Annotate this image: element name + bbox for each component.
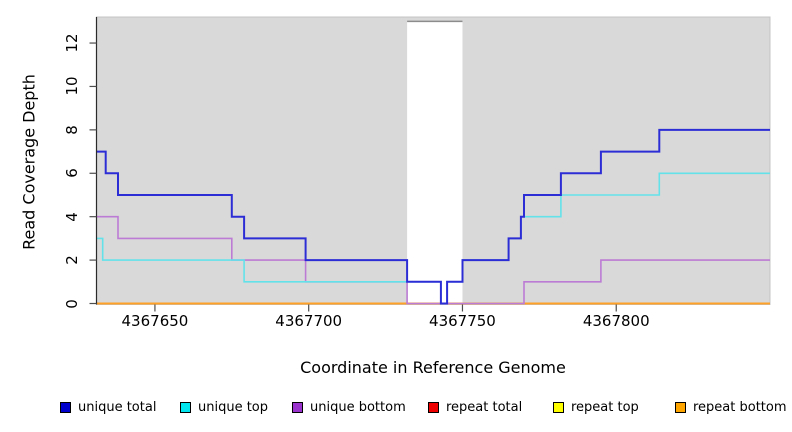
series-unique-total <box>96 128 770 305</box>
legend-label: repeat bottom <box>693 400 787 415</box>
y-tick-label: 12 <box>63 33 81 53</box>
x-tick-label: 4367750 <box>429 312 496 330</box>
y-tick-label: 0 <box>63 298 81 309</box>
legend-swatch-unique-top <box>180 402 191 413</box>
legend-label: unique bottom <box>310 400 406 415</box>
y-tick-label: 6 <box>63 168 81 179</box>
y-tick-label: 10 <box>63 76 81 96</box>
y-axis-title: Read Coverage Depth <box>19 74 39 250</box>
x-tick-label: 4367650 <box>121 312 189 330</box>
x-tick-label: 4367800 <box>582 312 650 330</box>
legend-swatch-repeat-total <box>428 402 439 413</box>
legend-swatch-unique-total <box>60 402 71 413</box>
legend-label: unique top <box>198 400 269 415</box>
mask-region <box>407 21 463 305</box>
legend-swatch-unique-bottom <box>292 402 303 413</box>
x-tick-label: 4367700 <box>275 312 343 330</box>
legend-label: repeat top <box>571 400 639 415</box>
y-tick-label: 4 <box>63 211 81 222</box>
legend-label: repeat total <box>446 400 523 415</box>
legend-swatch-repeat-top <box>553 402 564 413</box>
y-tick-label: 8 <box>63 125 81 135</box>
legend-swatch-repeat-bottom <box>675 402 686 413</box>
x-axis-title: Coordinate in Reference Genome <box>300 358 566 377</box>
y-tick-label: 2 <box>63 255 81 265</box>
legend-label: unique total <box>78 400 157 415</box>
